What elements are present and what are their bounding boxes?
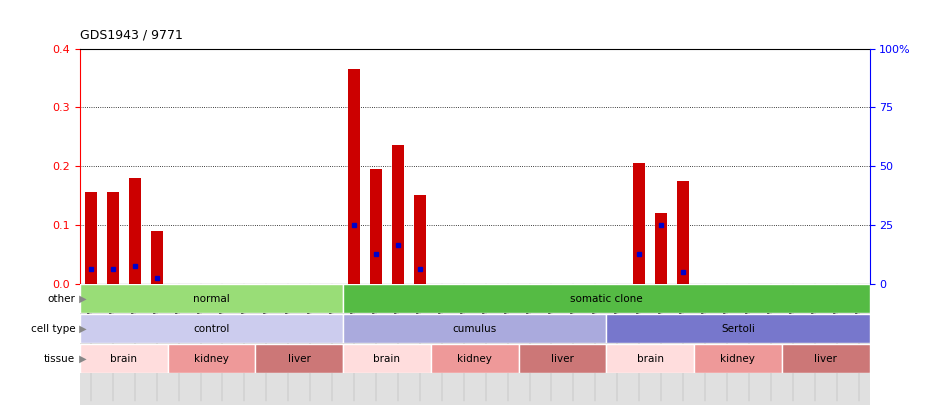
Text: brain: brain — [110, 354, 137, 364]
Bar — [167, 344, 256, 373]
Bar — [80, 284, 343, 313]
Bar — [80, 344, 167, 373]
Text: ▶: ▶ — [76, 324, 86, 334]
Bar — [431, 344, 519, 373]
Text: kidney: kidney — [194, 354, 229, 364]
Bar — [606, 344, 694, 373]
Text: liver: liver — [814, 354, 838, 364]
Bar — [150, 230, 163, 284]
Bar — [392, 145, 404, 284]
Text: control: control — [194, 324, 229, 334]
Bar — [677, 181, 689, 284]
Bar — [343, 284, 870, 313]
Text: brain: brain — [373, 354, 400, 364]
Text: GDS1943 / 9771: GDS1943 / 9771 — [80, 28, 182, 41]
Text: cumulus: cumulus — [452, 324, 497, 334]
Bar — [782, 344, 870, 373]
Text: Sertoli: Sertoli — [721, 324, 755, 334]
Bar — [694, 344, 782, 373]
Text: ▶: ▶ — [76, 294, 86, 304]
Bar — [85, 192, 97, 284]
Text: brain: brain — [636, 354, 664, 364]
Text: kidney: kidney — [720, 354, 756, 364]
Bar — [256, 344, 343, 373]
Text: kidney: kidney — [457, 354, 493, 364]
Bar — [414, 195, 426, 284]
Bar — [606, 314, 870, 343]
Bar — [370, 169, 382, 284]
Bar — [519, 344, 606, 373]
Text: ▶: ▶ — [76, 354, 86, 364]
Bar — [80, 314, 343, 343]
Text: liver: liver — [551, 354, 574, 364]
Text: liver: liver — [288, 354, 311, 364]
Bar — [655, 213, 667, 284]
Text: normal: normal — [193, 294, 230, 304]
Bar — [107, 192, 118, 284]
Bar — [343, 314, 606, 343]
Text: other: other — [47, 294, 75, 304]
Text: somatic clone: somatic clone — [570, 294, 643, 304]
Bar — [129, 178, 141, 284]
Bar — [348, 69, 360, 284]
Bar — [343, 344, 431, 373]
Bar — [634, 163, 645, 284]
Text: tissue: tissue — [44, 354, 75, 364]
Text: cell type: cell type — [31, 324, 75, 334]
